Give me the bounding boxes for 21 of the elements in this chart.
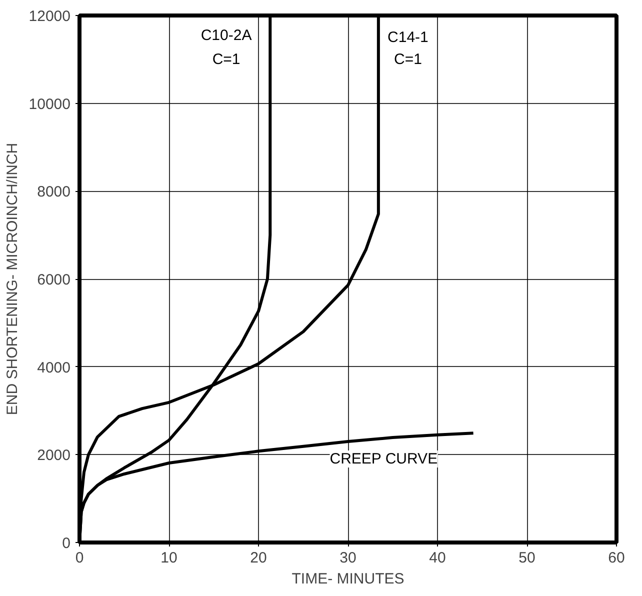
y-tick-label: 6000 [37,272,71,288]
y-tick-label: 12000 [28,8,71,25]
x-tick-label: 60 [608,550,625,566]
x-tick-label: 30 [340,550,356,566]
y-tick-label: 10000 [28,96,71,113]
x-tick-label: 40 [429,550,446,566]
x-axis-title: TIME- MINUTES [292,570,404,588]
annotation: C14-1 [388,28,428,46]
annotation: C=1 [212,50,240,68]
y-tick-label: 0 [62,535,70,552]
x-tick-label: 50 [518,550,536,566]
y-axis-title: END SHORTENING- MICROINCH/INCH [4,142,21,416]
annotation: C=1 [394,50,422,68]
y-tick-label: 4000 [37,359,71,376]
annotation: CREEP CURVE [330,450,438,468]
annotation: C10-2A [200,26,252,44]
y-tick-label: 2000 [37,447,71,464]
y-tick-label: 8000 [37,184,71,201]
x-tick-label: 0 [75,550,84,566]
x-tick-label: 20 [250,550,267,566]
x-tick-label: 10 [160,550,178,566]
